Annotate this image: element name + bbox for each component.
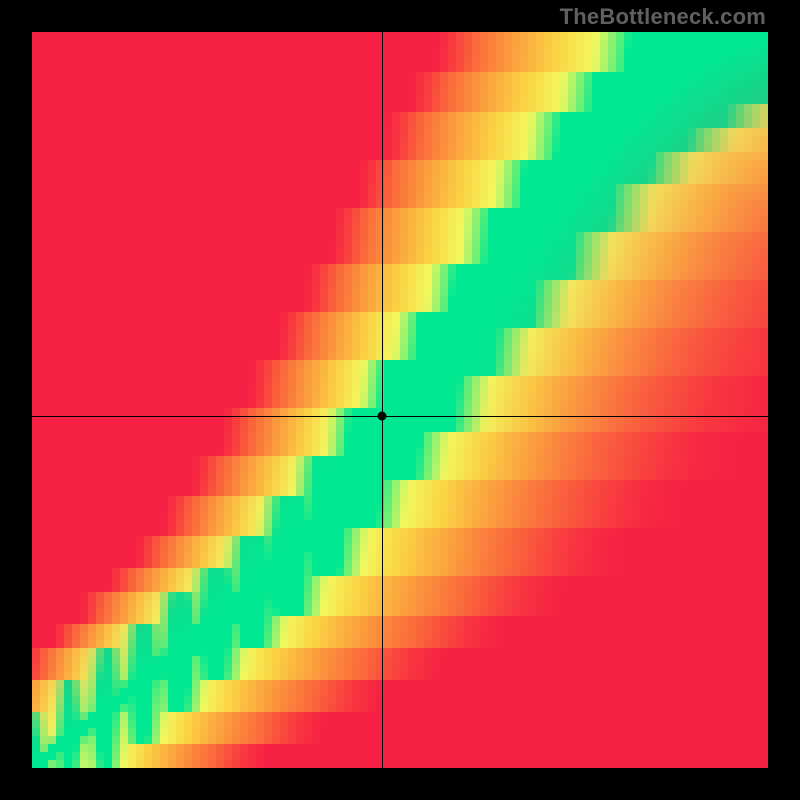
crosshair-horizontal bbox=[32, 416, 768, 417]
data-point-marker bbox=[377, 412, 386, 421]
heatmap-canvas bbox=[32, 32, 768, 768]
chart-container: TheBottleneck.com bbox=[0, 0, 800, 800]
watermark-text: TheBottleneck.com bbox=[560, 4, 766, 30]
plot-area bbox=[32, 32, 768, 768]
crosshair-vertical bbox=[382, 32, 383, 768]
